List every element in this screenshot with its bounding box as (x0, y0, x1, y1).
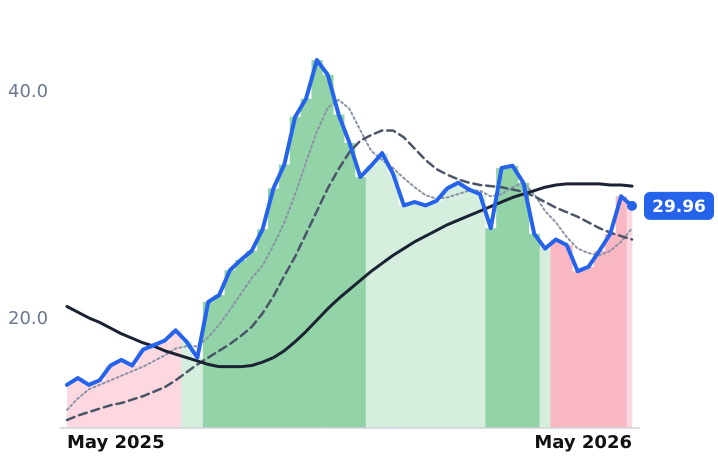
area-bar (126, 365, 139, 428)
area-bar (311, 60, 323, 428)
x-tick-label: May 2025 (67, 432, 165, 453)
area-bar (289, 116, 302, 428)
y-tick-label: 20.0 (8, 308, 48, 329)
area-bar (452, 182, 464, 428)
area-bar (430, 200, 443, 428)
area-bar (376, 153, 388, 428)
area-bar (387, 173, 399, 428)
last-value-badge (644, 191, 714, 220)
area-bar (159, 340, 171, 428)
area-bar (72, 378, 84, 428)
area-bar (420, 205, 432, 428)
area-bar (496, 167, 508, 428)
area-bar (561, 245, 573, 428)
area-bar (105, 365, 117, 428)
series-line (66, 98, 633, 411)
area-bar (148, 345, 160, 428)
area-bar (463, 189, 475, 428)
area-bar (235, 259, 247, 428)
x-tick-label: May 2026 (534, 432, 632, 453)
area-bar (409, 202, 421, 428)
area-bar (115, 359, 128, 428)
area-bar (474, 194, 486, 428)
area-bar (615, 196, 627, 428)
area-bar (181, 341, 193, 428)
area-bar (213, 295, 225, 428)
series-line (65, 129, 634, 422)
area-bar (224, 270, 236, 428)
area-bar (441, 188, 454, 428)
area-bar (572, 271, 584, 428)
area-bar (583, 266, 595, 428)
area-bar (626, 205, 633, 428)
last-point (627, 200, 637, 211)
area-bar (191, 357, 204, 428)
area-bar (246, 250, 258, 428)
area-bar (137, 349, 149, 428)
area-bar (365, 165, 378, 429)
series-line (65, 182, 634, 369)
area-bar (550, 239, 562, 428)
area-bar (507, 165, 519, 429)
area-bar (333, 114, 345, 428)
area-bar (300, 98, 312, 429)
area-bar (257, 229, 269, 428)
area-bar (398, 205, 410, 428)
area-bar (485, 228, 497, 428)
area-bar (354, 177, 367, 428)
area-bar (322, 74, 334, 428)
area-bar (593, 250, 606, 428)
area-bar (344, 142, 356, 429)
area-bar (94, 380, 106, 428)
area-bar (278, 164, 291, 428)
area-bar (528, 233, 541, 428)
y-tick-label: 40.0 (8, 81, 48, 102)
series-line (65, 58, 634, 387)
last-value-label: 29.96 (652, 197, 706, 217)
area-bar (539, 248, 551, 428)
area-bar (83, 384, 95, 428)
area-bar (517, 182, 530, 428)
area-bar (268, 188, 280, 428)
area-bar (604, 233, 617, 428)
